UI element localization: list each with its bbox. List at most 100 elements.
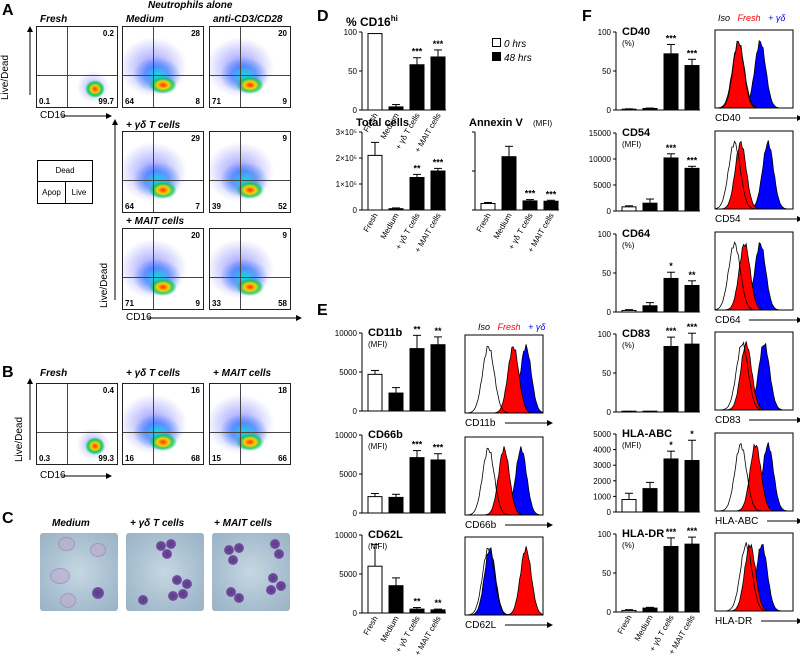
panel-c-title-gd: + γδ T cells: [130, 518, 185, 529]
significance-mark: **: [434, 326, 442, 336]
flow-plot-b-1: 16 16 68: [122, 383, 204, 465]
quadrant-gate-vertical: [240, 384, 241, 464]
significance-mark: ***: [666, 326, 677, 336]
histogram-marker-label: CD62L: [465, 620, 497, 631]
micrograph-gd: [126, 533, 204, 611]
density-cloud: [123, 27, 203, 107]
quadrant-pct-ur: 29: [191, 134, 200, 143]
chart-title: CD40: [622, 26, 650, 38]
panel-label-b: B: [2, 364, 14, 381]
density-cloud: [210, 229, 290, 309]
legend-48hrs: 48 hrs: [492, 52, 532, 64]
flow-plot-a-5: 9 33 58: [209, 228, 291, 310]
histogram-iso: [715, 542, 793, 612]
bar: [642, 607, 658, 613]
density-cloud: [210, 27, 290, 107]
hist-legend-iso: Iso: [718, 13, 731, 23]
bar: [388, 106, 404, 111]
y-tick-label: 0: [353, 509, 358, 518]
quadrant-pct-lr: 99.7: [98, 97, 114, 106]
quadrant-gate-horizontal: [210, 180, 290, 181]
bar: [367, 373, 383, 412]
flow-plot-a-2: 29 64 7: [122, 131, 204, 213]
histogram-marker-label: CD83: [715, 415, 741, 426]
significance-mark: ***: [412, 440, 423, 450]
y-tick-label: 100: [598, 530, 612, 539]
neutrophil-cell: [156, 541, 166, 551]
y-tick-label: 100: [598, 230, 612, 239]
ghost-cell: [90, 543, 106, 557]
neutrophil-cell: [172, 575, 182, 585]
panel-a-row-title-gd: + γδ T cells: [126, 120, 181, 131]
quadrant-pct-ll: 15: [212, 454, 221, 463]
micrograph-medium: [40, 533, 118, 611]
quadrant-pct-lr: 52: [278, 202, 287, 211]
legend-swatch-black: [492, 52, 501, 61]
chart-title: % CD16hi: [346, 14, 398, 29]
bar: [621, 609, 637, 613]
density-cloud: [37, 384, 117, 464]
hist-legend-e: Iso Fresh + γδ: [478, 322, 545, 332]
significance-mark: ***: [666, 143, 677, 153]
quadrant-pct-ll: 0.1: [39, 97, 51, 106]
bar: [663, 157, 679, 212]
arrowhead: [547, 622, 553, 628]
quadrant-gate-vertical: [67, 384, 68, 464]
quadrant-pct-ll: 39: [212, 202, 221, 211]
quadrant-gate-horizontal: [123, 75, 203, 76]
panel-a-title-anticd3: anti-CD3/CD28: [213, 14, 283, 25]
category-label: Fresh: [362, 212, 380, 234]
panel-a-xlabel: CD16: [126, 312, 152, 323]
histogram-iso: [715, 341, 793, 411]
y-tick-label: 0: [607, 608, 612, 617]
bar: [522, 200, 538, 211]
bar: [663, 345, 679, 413]
y-tick-label: 3×10⁵: [336, 128, 357, 137]
bar: [684, 284, 700, 313]
bar: [388, 585, 404, 614]
quadrant-gate-vertical: [67, 27, 68, 107]
significance-mark: ***: [412, 47, 423, 57]
chart-unit: (MFI): [533, 119, 552, 128]
chart-title: CD66b: [368, 429, 403, 441]
chart-unit: (MFI): [368, 542, 387, 551]
legend-0hrs: 0 hrs: [492, 38, 526, 50]
quadrant-pct-ur: 9: [282, 231, 287, 240]
bar: [642, 305, 658, 313]
significance-mark: ***: [687, 526, 698, 536]
panel-label-a: A: [2, 2, 14, 19]
density-cloud: [123, 384, 203, 464]
bar: [409, 177, 425, 211]
flow-plot-a-4: 20 71 9: [122, 228, 204, 310]
bar: [663, 545, 679, 613]
significance-mark: ***: [666, 527, 677, 537]
quadrant-gate-horizontal: [123, 180, 203, 181]
category-label: Fresh: [475, 212, 493, 234]
bar: [430, 56, 446, 111]
significance-mark: *: [690, 429, 694, 439]
histogram-iso: [464, 345, 543, 414]
quadrant-gate-vertical: [153, 384, 154, 464]
arrowhead: [547, 420, 553, 426]
hist-legend-gd: + γδ: [768, 13, 786, 23]
chart-title: HLA-DR: [622, 528, 664, 540]
hist-legend-fresh: Fresh: [497, 322, 521, 332]
y-tick-label: 1000: [593, 492, 611, 501]
panel-a-title-fresh: Fresh: [40, 14, 68, 25]
arrowhead: [797, 115, 800, 121]
significance-mark: ***: [687, 48, 698, 58]
ghost-cell: [50, 568, 70, 584]
bar: [367, 565, 383, 614]
neutrophil-cell: [234, 543, 244, 553]
chart-title: CD54: [622, 127, 651, 139]
quadrant-gate-vertical: [240, 229, 241, 309]
panel-label-d: D: [317, 8, 329, 25]
quadrant-pct-ur: 0.2: [102, 29, 114, 38]
quadrant-pct-ur: 20: [278, 29, 287, 38]
quadrant-pct-ur: 16: [191, 386, 200, 395]
flow-plot-b-2: 18 15 66: [209, 383, 291, 465]
density-cloud: [210, 384, 290, 464]
quadrant-pct-lr: 9: [282, 97, 287, 106]
panel-label-f: F: [582, 8, 592, 25]
y-tick-label: 10000: [335, 431, 358, 440]
